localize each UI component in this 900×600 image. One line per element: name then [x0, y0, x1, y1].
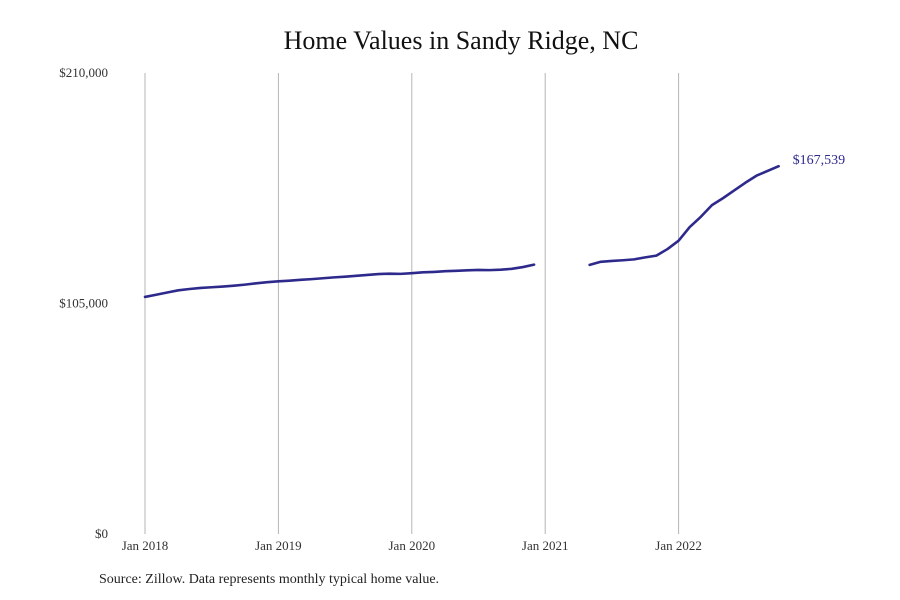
- series-line-segment: [143, 263, 536, 299]
- x-tick-label: Jan 2021: [522, 538, 569, 553]
- gridlines: [144, 73, 680, 534]
- y-axis-ticks: $0 $105,000 $210,000: [59, 65, 108, 541]
- y-tick-label: $0: [95, 526, 108, 541]
- x-tick-label: Jan 2022: [655, 538, 702, 553]
- series-line-segment: [588, 164, 780, 267]
- x-tick-label: Jan 2018: [122, 538, 169, 553]
- y-tick-label: $105,000: [59, 296, 108, 311]
- x-axis-ticks: Jan 2018 Jan 2019 Jan 2020 Jan 2021 Jan 2022: [122, 538, 702, 553]
- series-lines: [143, 164, 780, 299]
- x-tick-label: Jan 2019: [255, 538, 302, 553]
- last-value-label: $167,539: [793, 153, 846, 168]
- y-tick-label: $210,000: [59, 65, 108, 80]
- chart-title: Home Values in Sandy Ridge, NC: [283, 26, 639, 55]
- x-tick-label: Jan 2020: [389, 538, 436, 553]
- source-note: Source: Zillow. Data represents monthly …: [99, 572, 440, 587]
